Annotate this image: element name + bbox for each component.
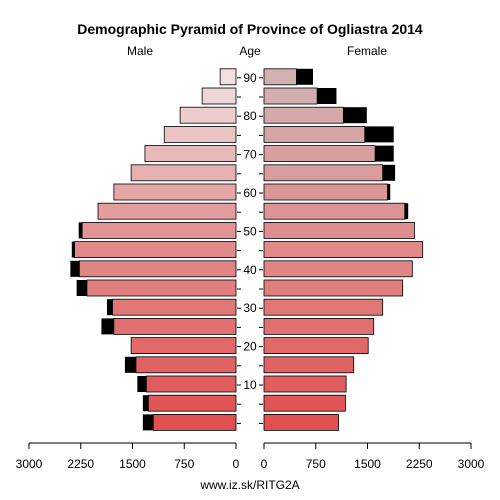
axes-layer: 3000 2250 1500 750 0 0 750 1500 2250 3000 10 20 30 40… [16, 71, 485, 471]
male-excess-bar-5-9 [142, 395, 149, 412]
male-bar-45-49 [74, 241, 237, 259]
female-bar-10-14 [263, 375, 347, 393]
age-tick-label: 90 [243, 71, 257, 85]
male-bar-35-39 [86, 279, 237, 297]
age-tick-label: 60 [243, 186, 257, 200]
female-x-tick-label: 1500 [354, 457, 381, 471]
female-excess-bar-60-64 [387, 184, 391, 200]
female-bar-65-69 [263, 164, 384, 182]
age-tick-label: 20 [243, 340, 257, 354]
male-bar-15-19 [135, 356, 237, 374]
female-bar-40-44 [263, 260, 413, 278]
female-bar-50-54 [263, 221, 415, 239]
male-bar-0-4 [152, 413, 237, 431]
male-bar-75-79 [163, 126, 237, 143]
male-excess-bar-50-54 [78, 222, 83, 239]
female-bar-80-84 [263, 106, 344, 124]
male-x-tick-label: 2250 [67, 457, 94, 471]
age-tick-label: 50 [243, 224, 257, 238]
female-x-tick-label: 0 [261, 457, 268, 471]
female-excess-bar-70-74 [375, 145, 394, 162]
male-bar-70-74 [144, 145, 237, 163]
male-x-tick-label: 3000 [16, 457, 43, 471]
female-excess-bar-55-59 [404, 203, 409, 220]
age-tick-label: 80 [243, 109, 257, 123]
male-bar-20-24 [130, 337, 237, 355]
female-excess-bar-75-79 [364, 126, 394, 143]
male-excess-bar-45-49 [71, 241, 75, 258]
female-bar-85-89 [263, 87, 318, 105]
male-excess-bar-15-19 [124, 356, 136, 373]
male-bar-55-59 [97, 202, 237, 220]
female-excess-bar-90+ [296, 68, 313, 85]
female-bar-20-24 [263, 337, 369, 355]
bars-layer [70, 68, 424, 431]
female-excess-bar-65-69 [382, 164, 396, 181]
female-bar-0-4 [263, 413, 339, 431]
age-tick-label: 10 [243, 378, 257, 392]
male-bar-85-89 [201, 87, 237, 105]
male-bar-5-9 [147, 394, 237, 412]
age-tick-label: 70 [243, 148, 257, 162]
female-x-tick-label: 2250 [406, 457, 433, 471]
female-label: Female [347, 44, 387, 58]
male-bar-10-14 [145, 375, 237, 393]
age-tick-label: 30 [243, 301, 257, 315]
male-excess-bar-0-4 [142, 414, 154, 431]
female-x-tick-label: 3000 [458, 457, 485, 471]
male-bar-30-34 [112, 298, 237, 316]
footer-url: www.iz.sk/RITG2A [199, 478, 299, 492]
age-tick-label: 40 [243, 263, 257, 277]
male-bar-40-44 [78, 260, 237, 278]
male-x-tick-label: 0 [233, 457, 240, 471]
female-bar-75-79 [263, 126, 366, 143]
male-label: Male [127, 44, 153, 58]
female-bar-25-29 [263, 317, 375, 335]
male-excess-bar-35-39 [76, 280, 87, 296]
female-x-tick-label: 750 [306, 457, 326, 471]
female-bar-15-19 [263, 356, 355, 374]
female-bar-60-64 [263, 183, 388, 201]
male-x-tick-label: 750 [174, 457, 194, 471]
male-bar-25-29 [113, 317, 237, 335]
male-bar-90+ [219, 68, 237, 86]
age-label: Age [239, 44, 261, 58]
male-excess-bar-40-44 [70, 260, 80, 277]
female-bar-35-39 [263, 279, 404, 297]
chart-title: Demographic Pyramid of Province of Oglia… [77, 21, 423, 37]
female-bar-90+ [263, 68, 297, 86]
female-excess-bar-80-84 [343, 107, 367, 124]
male-excess-bar-30-34 [106, 299, 113, 316]
female-bar-55-59 [263, 202, 406, 220]
male-excess-bar-10-14 [137, 376, 147, 392]
male-bar-50-54 [81, 221, 237, 239]
male-excess-bar-25-29 [101, 318, 114, 335]
female-bar-70-74 [263, 145, 376, 163]
male-bar-60-64 [113, 183, 237, 201]
female-bar-30-34 [263, 298, 384, 316]
male-x-tick-label: 1500 [119, 457, 146, 471]
female-bar-45-49 [263, 241, 424, 259]
male-bar-65-69 [130, 164, 237, 182]
female-excess-bar-85-89 [317, 88, 337, 104]
male-bar-80-84 [179, 106, 237, 124]
female-bar-5-9 [263, 394, 346, 412]
